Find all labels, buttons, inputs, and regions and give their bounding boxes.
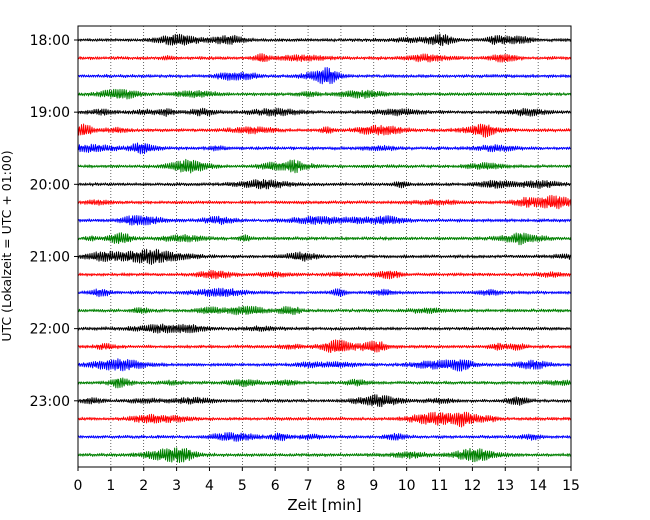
- trace-2045: [77, 232, 572, 246]
- trace-2215: [77, 339, 572, 354]
- y-tick-label: 19:00: [30, 105, 70, 121]
- trace-1815: [77, 53, 572, 63]
- trace-2130: [77, 287, 572, 298]
- x-axis: 0 1 2 3 4 5 6 7 8 9 10 11 12 13 14 15: [74, 467, 580, 494]
- trace-2315: [77, 411, 572, 428]
- x-tick-label: 8: [336, 478, 345, 494]
- y-tick-label: 18:00: [30, 33, 70, 49]
- trace-2230: [77, 358, 572, 372]
- x-tick-label: 3: [172, 478, 181, 494]
- x-tick-label: 14: [529, 478, 547, 494]
- x-tick-label: 0: [74, 478, 83, 494]
- trace-1845: [77, 88, 572, 100]
- plot-frame: [77, 25, 572, 468]
- x-tick-label: 12: [463, 478, 481, 494]
- y-axis: 18:00 19:00 20:00 21:00 22:00 23:00: [30, 33, 78, 410]
- trace-2300: [77, 394, 572, 408]
- y-tick-label: 23:00: [30, 394, 70, 410]
- x-tick-label: 9: [369, 478, 378, 494]
- trace-2245: [77, 377, 572, 389]
- seismogram-traces: [77, 33, 572, 463]
- x-tick-label: 11: [431, 478, 449, 494]
- trace-2015: [77, 194, 572, 210]
- trace-2200: [77, 323, 572, 334]
- y-tick-label: 22:00: [30, 322, 70, 338]
- trace-1930: [77, 142, 572, 155]
- trace-1830: [77, 66, 572, 85]
- trace-1800: [77, 33, 572, 47]
- trace-2030: [77, 215, 572, 226]
- trace-2345: [77, 447, 572, 463]
- y-axis-label: UTC (Lokalzeit = UTC + 01:00): [0, 150, 14, 341]
- trace-2000: [77, 179, 571, 190]
- trace-1900: [77, 107, 572, 117]
- x-axis-label: Zeit [min]: [287, 496, 361, 514]
- x-tick-label: 13: [496, 478, 514, 494]
- y-tick-label: 21:00: [30, 249, 70, 265]
- trace-2330: [77, 432, 572, 442]
- trace-1945: [77, 158, 572, 174]
- x-tick-label: 10: [398, 478, 416, 494]
- x-tick-label: 7: [304, 478, 313, 494]
- x-tick-label: 1: [106, 478, 115, 494]
- trace-2145: [77, 305, 572, 316]
- trace-2100: [77, 248, 572, 265]
- trace-2115: [77, 269, 572, 280]
- x-tick-label: 15: [562, 478, 580, 494]
- trace-1915: [77, 123, 572, 138]
- x-tick-label: 5: [238, 478, 247, 494]
- x-tick-label: 2: [139, 478, 148, 494]
- x-tick-label: 6: [271, 478, 280, 494]
- x-tick-label: 4: [205, 478, 214, 494]
- y-tick-label: 20:00: [30, 177, 70, 193]
